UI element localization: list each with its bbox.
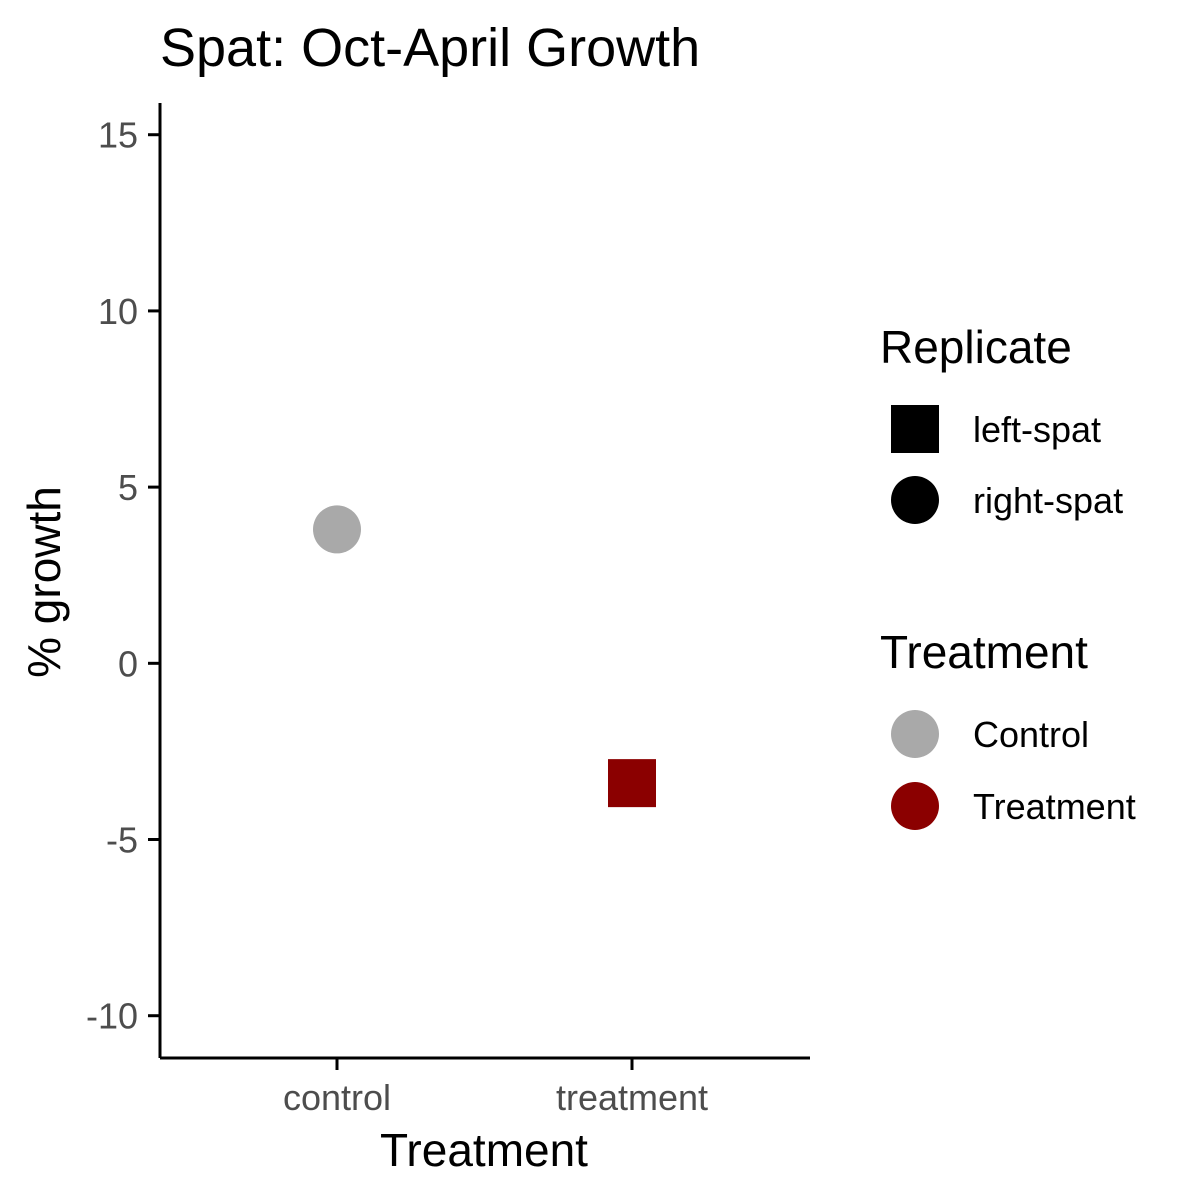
legend-title: Treatment bbox=[880, 626, 1088, 678]
data-points bbox=[313, 505, 656, 808]
legend-key-circle bbox=[891, 782, 939, 830]
legend-key-circle bbox=[891, 710, 939, 758]
x-axis: control treatment bbox=[160, 1056, 810, 1118]
y-tick-label: -5 bbox=[106, 820, 138, 861]
y-tick-label: 5 bbox=[118, 467, 138, 508]
legend-label: right-spat bbox=[973, 480, 1123, 521]
data-point-circle bbox=[313, 505, 361, 554]
y-tick-label: 0 bbox=[118, 643, 138, 684]
legend-key-square bbox=[891, 405, 939, 453]
legends: Replicate left-spat right-spat Treatment Con… bbox=[880, 321, 1136, 830]
y-axis-title: % growth bbox=[18, 486, 70, 678]
x-tick-label: treatment bbox=[556, 1077, 708, 1118]
x-axis-title: Treatment bbox=[380, 1124, 588, 1176]
data-point-square bbox=[608, 759, 656, 808]
legend-label: Control bbox=[973, 714, 1089, 755]
chart-title: Spat: Oct-April Growth bbox=[160, 18, 700, 78]
legend-key-circle bbox=[891, 476, 939, 524]
y-tick-label: 15 bbox=[98, 115, 138, 156]
x-tick-label: control bbox=[283, 1077, 391, 1118]
y-tick-label: 10 bbox=[98, 291, 138, 332]
legend-title: Replicate bbox=[880, 321, 1072, 373]
legend-label: Treatment bbox=[973, 786, 1136, 827]
y-axis: 15 10 5 0 -5 -10 bbox=[86, 103, 162, 1058]
y-tick-label: -10 bbox=[86, 996, 138, 1037]
legend-label: left-spat bbox=[973, 409, 1101, 450]
